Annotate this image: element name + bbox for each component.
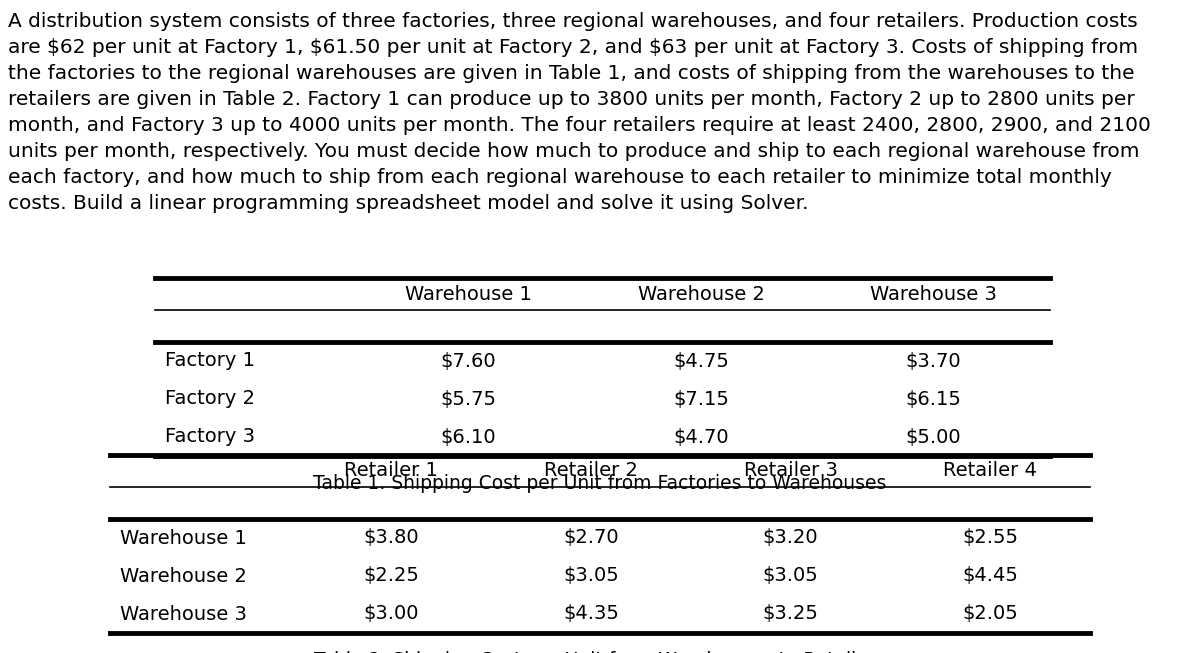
Text: $2.55: $2.55 — [962, 528, 1019, 547]
Text: Warehouse 1: Warehouse 1 — [404, 285, 532, 304]
Text: Table 2. Shipping Cost per Unit from Warehouses to Retailers: Table 2. Shipping Cost per Unit from War… — [314, 651, 886, 653]
Text: the factories to the regional warehouses are given in Table 1, and costs of ship: the factories to the regional warehouses… — [8, 64, 1135, 83]
Text: Retailer 1: Retailer 1 — [344, 462, 438, 481]
Text: Retailer 4: Retailer 4 — [943, 462, 1037, 481]
Text: A distribution system consists of three factories, three regional warehouses, an: A distribution system consists of three … — [8, 12, 1138, 31]
Text: Table 1. Shipping Cost per Unit from Factories to Warehouses: Table 1. Shipping Cost per Unit from Fac… — [313, 474, 887, 493]
Text: Warehouse 3: Warehouse 3 — [870, 285, 997, 304]
Text: retailers are given in Table 2. Factory 1 can produce up to 3800 units per month: retailers are given in Table 2. Factory … — [8, 90, 1135, 109]
Text: $3.25: $3.25 — [763, 605, 818, 624]
Text: $4.70: $4.70 — [673, 428, 728, 447]
Text: $3.00: $3.00 — [364, 605, 419, 624]
Text: $5.00: $5.00 — [906, 428, 961, 447]
Text: $2.05: $2.05 — [962, 605, 1019, 624]
Text: Factory 3: Factory 3 — [166, 428, 256, 447]
Text: Warehouse 2: Warehouse 2 — [120, 567, 247, 586]
Text: Retailer 3: Retailer 3 — [744, 462, 838, 481]
Text: Factory 2: Factory 2 — [166, 389, 256, 409]
Text: $2.70: $2.70 — [563, 528, 619, 547]
Text: month, and Factory 3 up to 4000 units per month. The four retailers require at l: month, and Factory 3 up to 4000 units pe… — [8, 116, 1151, 135]
Text: Warehouse 2: Warehouse 2 — [637, 285, 764, 304]
Text: $6.10: $6.10 — [440, 428, 496, 447]
Text: $3.05: $3.05 — [563, 567, 619, 586]
Text: $7.60: $7.60 — [440, 351, 496, 370]
Text: Warehouse 1: Warehouse 1 — [120, 528, 247, 547]
Text: are $62 per unit at Factory 1, $61.50 per unit at Factory 2, and $63 per unit at: are $62 per unit at Factory 1, $61.50 pe… — [8, 38, 1138, 57]
Text: $4.35: $4.35 — [563, 605, 619, 624]
Text: $7.15: $7.15 — [673, 389, 728, 409]
Text: $3.05: $3.05 — [763, 567, 818, 586]
Text: costs. Build a linear programming spreadsheet model and solve it using Solver.: costs. Build a linear programming spread… — [8, 194, 809, 213]
Text: each factory, and how much to ship from each regional warehouse to each retailer: each factory, and how much to ship from … — [8, 168, 1111, 187]
Text: $6.15: $6.15 — [906, 389, 961, 409]
Text: Retailer 2: Retailer 2 — [544, 462, 638, 481]
Text: $5.75: $5.75 — [440, 389, 497, 409]
Text: $3.20: $3.20 — [763, 528, 818, 547]
Text: $3.80: $3.80 — [364, 528, 419, 547]
Text: Factory 1: Factory 1 — [166, 351, 256, 370]
Text: Warehouse 3: Warehouse 3 — [120, 605, 247, 624]
Text: $4.45: $4.45 — [962, 567, 1019, 586]
Text: $3.70: $3.70 — [906, 351, 961, 370]
Text: $4.75: $4.75 — [673, 351, 728, 370]
Text: units per month, respectively. You must decide how much to produce and ship to e: units per month, respectively. You must … — [8, 142, 1140, 161]
Text: $2.25: $2.25 — [364, 567, 419, 586]
